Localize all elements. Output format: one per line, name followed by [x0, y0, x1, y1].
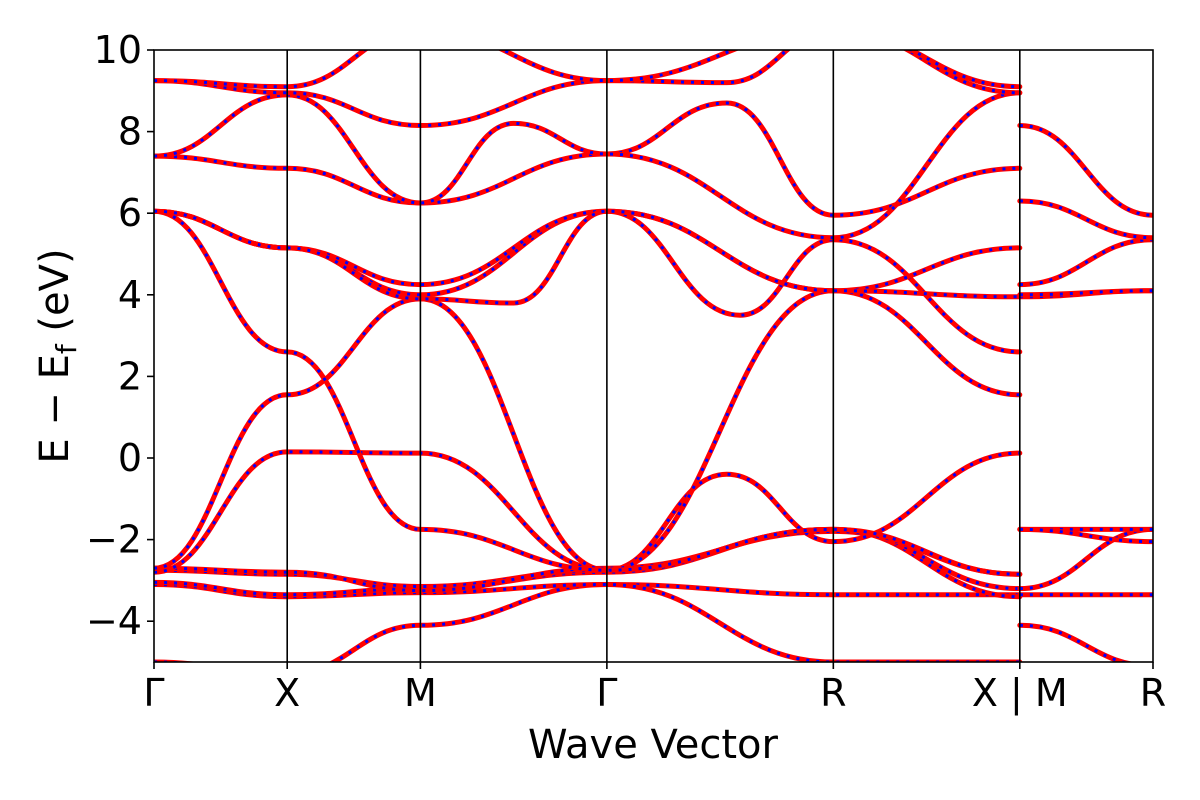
- plot-frame: [153, 49, 1154, 663]
- x-tick-label: R: [820, 671, 846, 715]
- band-line-22: [1017, 288, 1153, 298]
- band-line-dashed-5: [154, 529, 1020, 593]
- x-axis-label: Wave Vector: [528, 722, 779, 768]
- y-tick-label: −2: [86, 518, 142, 562]
- y-tick-label: 6: [118, 191, 142, 235]
- y-axis-label-unit: (eV): [32, 248, 78, 344]
- y-tick-label: −4: [86, 599, 142, 643]
- band-line-dashed-16: [1019, 623, 1129, 662]
- x-tick-label: Γ: [596, 671, 617, 715]
- band-line-dashed-15: [154, 50, 1020, 89]
- y-axis-label-main: E − E: [32, 354, 78, 464]
- band-line-dashed-23: [1019, 238, 1153, 287]
- band-line-20: [1017, 526, 1153, 545]
- x-axis: Γ X M Γ R X | M R: [143, 662, 1166, 716]
- band-line-dashed-8: [154, 209, 1020, 576]
- y-axis: −4 −2 0 2 4 6 8 10: [86, 28, 154, 643]
- x-tick-label: M: [404, 671, 437, 715]
- band-line-dashed-25: [1019, 124, 1153, 217]
- y-axis-label: E − Ef (eV): [32, 248, 83, 463]
- y-axis-label-subscript: f: [50, 343, 83, 354]
- y-tick-label: 10: [94, 28, 142, 72]
- y-tick-label: 4: [118, 273, 142, 317]
- kpoint-lines: [286, 50, 1021, 662]
- x-tick-label: R: [1140, 671, 1166, 715]
- y-tick-label: 0: [118, 436, 142, 480]
- plot-background: [154, 50, 1153, 662]
- band-line-dashed-1: [154, 583, 1020, 662]
- x-tick-label: X: [274, 671, 300, 715]
- band-line-dashed-24: [1019, 199, 1153, 240]
- y-tick-label: 8: [118, 110, 142, 154]
- band-line-dashed-2: [154, 583, 1020, 662]
- x-tick-label: X | M: [972, 671, 1068, 716]
- y-tick-label: 2: [118, 354, 142, 398]
- x-tick-label: Γ: [143, 671, 164, 715]
